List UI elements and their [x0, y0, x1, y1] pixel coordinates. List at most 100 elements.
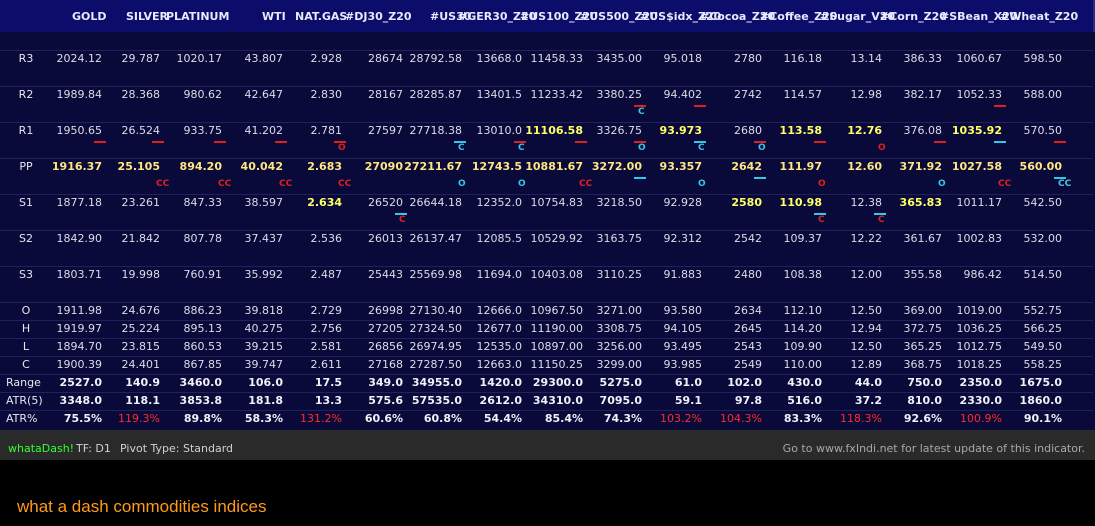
table-cell: 181.8: [248, 394, 283, 407]
table-cell: 2.634: [307, 196, 342, 209]
column-header: #US$idx_Z20: [640, 10, 722, 23]
pivot-marker-flag: O: [938, 179, 946, 189]
table-cell: 368.75: [903, 358, 943, 371]
pivot-marker-flag: C: [518, 143, 525, 153]
table-cell: 12.89: [850, 358, 883, 371]
table-cell: 27205: [368, 322, 403, 335]
table-cell: 2612.0: [479, 394, 522, 407]
column-header: #SBean_X20: [940, 10, 1018, 23]
table-cell: 1002.83: [956, 232, 1003, 245]
table-cell: 3308.75: [596, 322, 643, 335]
table-cell: 89.8%: [183, 412, 222, 425]
table-cell: 1916.37: [51, 160, 102, 173]
column-header: #Corn_Z20: [880, 10, 947, 23]
table-cell: 382.17: [903, 88, 943, 101]
table-row: [0, 158, 1093, 177]
table-cell: 365.25: [903, 340, 943, 353]
table-cell: 110.98: [779, 196, 822, 209]
table-cell: 12677.0: [476, 322, 523, 335]
table-cell: 93.985: [663, 358, 703, 371]
column-header: #Wheat_Z20: [1000, 10, 1079, 23]
table-cell: 114.20: [783, 322, 823, 335]
table-cell: 26013: [368, 232, 403, 245]
table-cell: 12.38: [850, 196, 883, 209]
row-label: Range: [6, 376, 41, 389]
pivot-marker-bar: [152, 141, 164, 143]
pivot-marker-flag: O: [758, 143, 766, 153]
table-cell: 59.1: [674, 394, 702, 407]
row-label: S1: [19, 196, 33, 209]
pivot-marker-flag: CC: [998, 179, 1012, 189]
table-cell: 895.13: [183, 322, 223, 335]
table-cell: 12663.0: [476, 358, 523, 371]
pivot-marker-bar: [934, 141, 946, 143]
pivot-marker-flag: O: [878, 143, 886, 153]
table-cell: 11190.00: [530, 322, 584, 335]
table-cell: 430.0: [787, 376, 822, 389]
table-cell: 5275.0: [599, 376, 642, 389]
pivot-marker-bar: [994, 141, 1006, 143]
table-cell: 37.437: [244, 232, 284, 245]
table-cell: 3853.8: [179, 394, 222, 407]
table-cell: 2543: [734, 340, 762, 353]
table-cell: 26856: [368, 340, 403, 353]
table-cell: 24.676: [121, 304, 161, 317]
table-row: [0, 50, 1093, 69]
table-cell: 1989.84: [56, 88, 103, 101]
table-cell: 27324.50: [409, 322, 463, 335]
table-cell: 27168: [368, 358, 403, 371]
table-cell: 12743.5: [471, 160, 522, 173]
table-cell: 2680: [734, 124, 762, 137]
table-row: [0, 410, 1093, 429]
table-cell: 91.883: [663, 268, 703, 281]
table-cell: 93.357: [659, 160, 702, 173]
table-cell: 74.3%: [603, 412, 642, 425]
table-cell: 1018.25: [956, 358, 1003, 371]
table-row: [0, 356, 1093, 375]
table-cell: 1894.70: [56, 340, 103, 353]
table-cell: 27718.38: [409, 124, 463, 137]
row-label: C: [22, 358, 30, 371]
table-cell: 2.830: [310, 88, 343, 101]
column-header: SILVER: [126, 10, 169, 23]
table-cell: 3110.25: [596, 268, 643, 281]
table-cell: 102.0: [727, 376, 762, 389]
row-label: ATR(5): [6, 394, 43, 407]
table-cell: 1052.33: [956, 88, 1003, 101]
table-cell: 23.815: [121, 340, 161, 353]
table-cell: 100.9%: [960, 412, 1002, 425]
table-cell: 2.756: [310, 322, 343, 335]
table-cell: 2549: [734, 358, 762, 371]
table-cell: 3460.0: [179, 376, 222, 389]
table-cell: 12.98: [850, 88, 883, 101]
table-cell: 575.6: [368, 394, 403, 407]
table-cell: 12.76: [847, 124, 882, 137]
column-header: #GER30_Z20: [458, 10, 537, 23]
table-cell: 83.3%: [783, 412, 822, 425]
table-cell: 61.0: [674, 376, 702, 389]
table-cell: 40.275: [244, 322, 284, 335]
table-cell: 41.202: [244, 124, 284, 137]
row-label: O: [21, 304, 31, 317]
table-cell: 12085.5: [476, 232, 523, 245]
table-row: [0, 320, 1093, 339]
table-cell: 2.611: [310, 358, 343, 371]
row-label: R1: [18, 124, 34, 137]
table-cell: 93.495: [663, 340, 703, 353]
table-cell: 38.597: [244, 196, 284, 209]
table-cell: 85.4%: [544, 412, 583, 425]
table-cell: 118.1: [125, 394, 160, 407]
pivot-marker-flag: CC: [1058, 179, 1072, 189]
table-cell: 12.00: [850, 268, 883, 281]
table-row: [0, 266, 1093, 285]
table-cell: 3435.00: [596, 52, 643, 65]
table-cell: 39.818: [244, 304, 284, 317]
table-cell: 11106.58: [525, 124, 583, 137]
table-cell: 26644.18: [409, 196, 463, 209]
table-cell: 24.401: [121, 358, 161, 371]
table-cell: 933.75: [183, 124, 223, 137]
table-cell: 93.580: [663, 304, 703, 317]
table-cell: 847.33: [183, 196, 223, 209]
table-cell: 1420.0: [479, 376, 522, 389]
table-cell: 113.58: [779, 124, 822, 137]
